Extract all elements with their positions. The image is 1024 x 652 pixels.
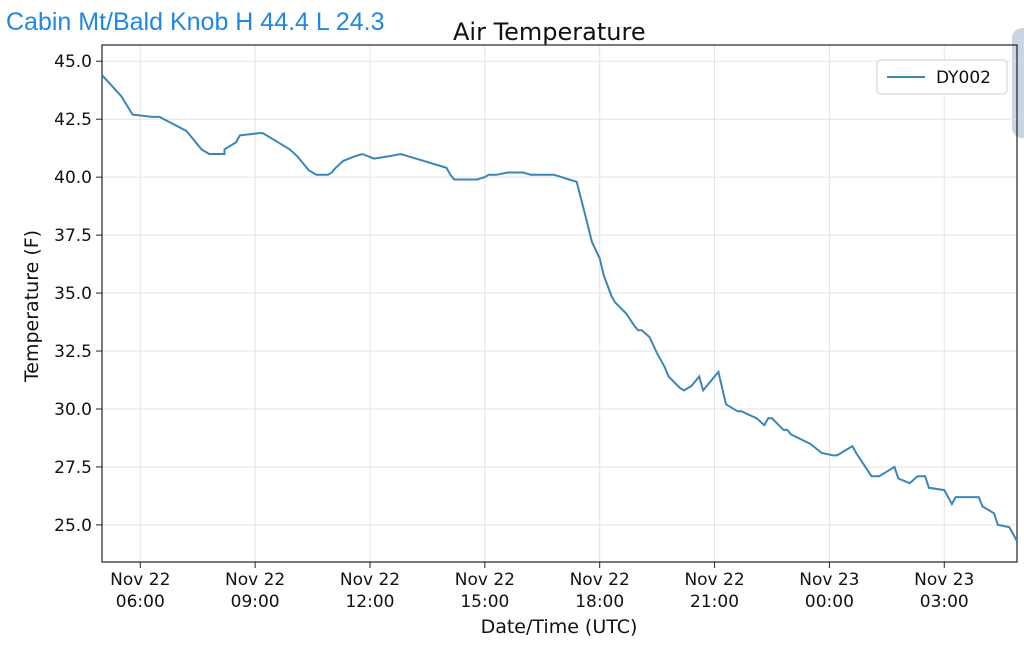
xtick-label-date: Nov 22 [684,570,744,590]
xtick-label-date: Nov 22 [455,570,515,590]
xtick-label-time: 00:00 [805,592,854,612]
series-line-dy002 [101,74,1018,542]
xtick-label-date: Nov 23 [914,570,974,590]
xtick-label-date: Nov 22 [110,570,170,590]
xtick-label-date: Nov 22 [225,570,285,590]
station-header: Cabin Mt/Bald Knob H 44.4 L 24.3 [6,8,385,36]
ytick-label: 40.0 [54,168,92,188]
ytick-label: 37.5 [54,226,92,246]
ytick-label: 30.0 [54,400,92,420]
chart-title: Air Temperature [453,18,646,46]
ytick-label: 42.5 [54,110,92,130]
xtick-label-time: 18:00 [575,592,624,612]
legend-label-dy002: DY002 [936,68,991,88]
ytick-label: 45.0 [54,52,92,72]
x-axis-label: Date/Time (UTC) [481,616,638,638]
drawer-handle[interactable] [1012,28,1024,138]
y-axis-label: Temperature (F) [21,230,43,383]
grid [102,45,1017,562]
y-axis-ticks: 45.0 42.5 40.0 37.5 35.0 32.5 30.0 27.5 25.0 [54,52,102,536]
ytick-label: 27.5 [54,458,92,478]
xtick-label-time: 03:00 [920,592,969,612]
xtick-label-time: 09:00 [231,592,280,612]
plot-frame [101,44,1018,563]
ytick-label: 35.0 [54,284,92,304]
ytick-label: 32.5 [54,342,92,362]
xtick-label-date: Nov 23 [799,570,859,590]
legend: DY002 [876,59,1008,95]
xtick-label-date: Nov 22 [340,570,400,590]
xtick-label-time: 21:00 [690,592,739,612]
ytick-label: 25.0 [54,516,92,536]
xtick-label-time: 06:00 [116,592,165,612]
xtick-label-time: 12:00 [345,592,394,612]
xtick-label-date: Nov 22 [570,570,630,590]
legend-box [876,59,1008,95]
xtick-label-time: 15:00 [460,592,509,612]
